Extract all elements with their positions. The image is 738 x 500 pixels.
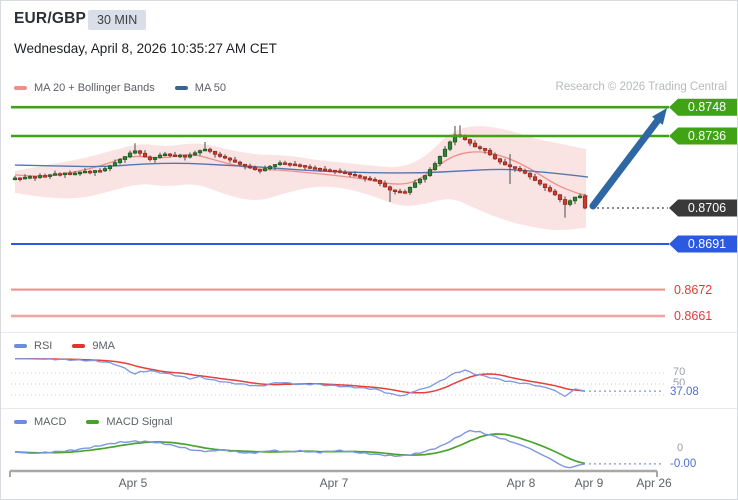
panel-divider: [1, 332, 737, 333]
rsi-gridline-label-50: 50: [673, 377, 686, 389]
rsi-legend: RSI 9MA: [14, 340, 135, 352]
macd-legend-swatch: [14, 420, 27, 424]
bollinger-band: [15, 126, 586, 230]
macd-legend-label: MACD: [34, 416, 67, 428]
ma20-bollinger-legend-swatch: [14, 86, 27, 90]
ma50-legend-swatch: [174, 86, 188, 90]
timeframe-badge: 30 MIN: [88, 10, 147, 30]
x-axis-label: Apr 9: [574, 476, 604, 490]
rsi-9ma-legend-swatch: [72, 344, 86, 348]
rsi-gridline-label-70: 70: [673, 366, 686, 378]
rsi-9ma-legend-label: 9MA: [92, 340, 115, 352]
support-resistance-levels: [11, 98, 737, 318]
resistance-price-tag: 0.8748: [687, 99, 727, 114]
support-price-tag: 0.8691: [687, 236, 727, 251]
rsi-current-value: 37.08: [668, 385, 701, 399]
rsi-panel[interactable]: [11, 357, 664, 398]
candlestick-series[interactable]: [12, 125, 588, 218]
ma50-legend-label: MA 50: [194, 82, 226, 94]
rsi-legend-swatch: [14, 344, 27, 348]
x-axis-label: Apr 5: [118, 476, 148, 490]
main-chart-legend: MA 20 + Bollinger Bands MA 50: [14, 82, 246, 94]
pair-title: EUR/GBP: [14, 10, 87, 27]
time-axis: [9, 469, 658, 477]
support-price-label: 0.8672: [674, 282, 713, 297]
macd-signal-legend-swatch: [86, 420, 100, 424]
macd-current-value: -0.00: [668, 457, 699, 471]
x-axis-label: Apr 26: [636, 476, 672, 490]
rsi-legend-label: RSI: [34, 340, 53, 352]
x-axis-label: Apr 8: [506, 476, 536, 490]
last-price-tag: 0.8706: [687, 200, 727, 215]
macd-signal-legend-label: MACD Signal: [106, 416, 173, 428]
macd-zero-label: 0: [677, 442, 684, 454]
forecast-up-arrow: [589, 108, 667, 210]
support-price-label: 0.8661: [674, 309, 713, 323]
watermark: Research © 2026 Trading Central: [555, 81, 727, 93]
resistance-price-tag: 0.8736: [687, 128, 727, 143]
ma20-bollinger-legend-label: MA 20 + Bollinger Bands: [34, 82, 155, 94]
panel-divider: [1, 408, 737, 409]
macd-panel[interactable]: [14, 429, 664, 469]
x-axis-label: Apr 7: [319, 476, 349, 490]
macd-legend: MACD MACD Signal: [14, 416, 192, 428]
datetime-label: Wednesday, April 8, 2026 10:35:27 AM CET: [14, 41, 277, 56]
